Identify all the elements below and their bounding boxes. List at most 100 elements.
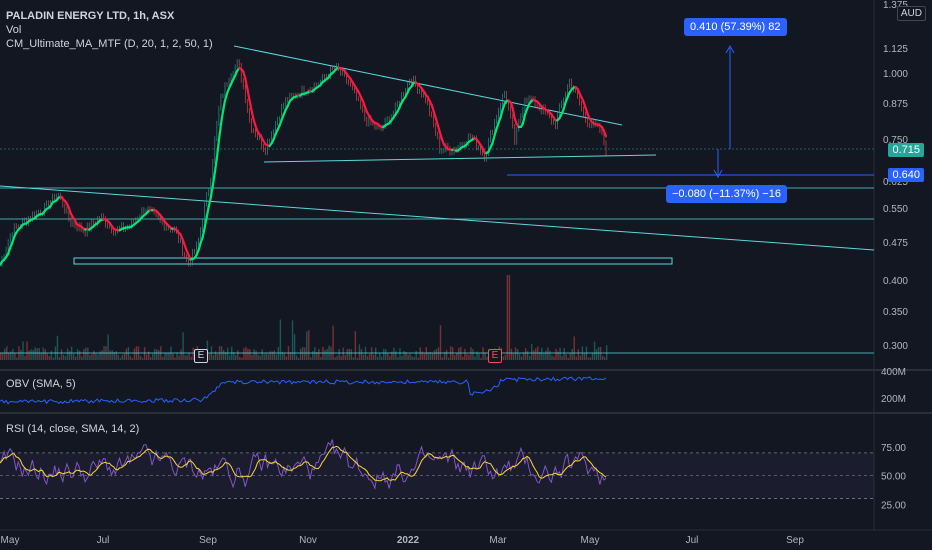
- currency-badge[interactable]: AUD: [896, 6, 926, 21]
- volume-bar: [332, 325, 334, 360]
- price-tick-label: 0.400: [883, 276, 908, 287]
- volume-bar: [591, 352, 594, 360]
- volume-bar: [468, 355, 470, 360]
- ma-segment: [197, 241, 202, 252]
- volume-bar: [233, 352, 235, 360]
- volume-bar: [180, 349, 182, 360]
- volume-bar: [149, 357, 152, 360]
- volume-bar: [46, 353, 49, 360]
- volume-bar: [143, 347, 146, 360]
- volume-bar: [374, 347, 377, 360]
- volume-bar: [486, 356, 488, 360]
- volume-bar: [74, 356, 77, 360]
- volume-bar: [368, 354, 371, 360]
- volume-bar: [285, 356, 288, 360]
- volume-bar: [34, 347, 36, 360]
- time-tick-label: Sep: [786, 535, 804, 546]
- rsi-line: [0, 439, 607, 491]
- volume-bar: [229, 355, 231, 360]
- pane-divider: [0, 369, 932, 371]
- volume-bar: [553, 356, 555, 360]
- volume-bar: [504, 354, 507, 360]
- volume-bar: [336, 355, 338, 360]
- earnings-marker[interactable]: E: [194, 349, 208, 363]
- volume-bar: [239, 356, 241, 360]
- price-tick-label: 0.625: [883, 177, 908, 188]
- volume-bar: [569, 353, 571, 360]
- ma-segment: [602, 130, 608, 138]
- ma-segment: [244, 77, 249, 90]
- volume-bar: [531, 343, 533, 360]
- price-tick-label: 1.125: [883, 44, 908, 55]
- volume-bar: [518, 353, 521, 360]
- volume-bar: [456, 353, 458, 360]
- volume-bar: [48, 355, 51, 360]
- measure-up-arrowhead: [725, 44, 735, 54]
- volume-bar: [147, 351, 150, 360]
- ma-legend[interactable]: CM_Ultimate_MA_MTF (D, 20, 1, 2, 50, 1): [6, 38, 213, 50]
- time-tick-label: Jul: [686, 535, 699, 546]
- ma-segment: [499, 108, 504, 119]
- volume-bar: [413, 356, 415, 360]
- volume-bar: [539, 351, 541, 360]
- volume-bar: [557, 351, 559, 360]
- ma-segment: [250, 108, 255, 120]
- volume-bar: [441, 357, 444, 360]
- obv-legend[interactable]: OBV (SMA, 5): [6, 378, 76, 390]
- volume-bar: [226, 347, 229, 360]
- volume-bar: [589, 357, 592, 360]
- volume-bar: [352, 357, 355, 360]
- volume-bar: [387, 353, 389, 360]
- volume-bar: [549, 350, 551, 360]
- volume-bar: [326, 349, 328, 360]
- rsi-legend[interactable]: RSI (14, close, SMA, 14, 2): [6, 423, 140, 435]
- volume-bar: [89, 355, 91, 360]
- ma-segment: [203, 215, 208, 229]
- volume-bar: [235, 354, 237, 360]
- ma-segment: [521, 113, 527, 125]
- volume-bar: [528, 355, 531, 360]
- volume-bar: [356, 357, 359, 360]
- volume-bar: [478, 353, 480, 360]
- volume-bar: [429, 351, 432, 360]
- earnings-marker-red[interactable]: E: [488, 349, 502, 363]
- volume-bar: [182, 332, 184, 360]
- volume-bar: [603, 356, 606, 360]
- rsi-band: [0, 452, 874, 499]
- volume-bar: [113, 351, 115, 360]
- volume-bar: [522, 352, 525, 360]
- volume-bar: [261, 349, 263, 360]
- volume-bar: [154, 348, 156, 360]
- target-price-tag: 0.640: [888, 168, 924, 182]
- rsi-tick-label: 50.00: [881, 472, 906, 483]
- volume-bar: [427, 352, 430, 360]
- measure-down-arrowhead: [713, 169, 723, 179]
- volume-bar: [547, 347, 549, 360]
- chart-title[interactable]: PALADIN ENERGY LTD, 1h, ASX: [6, 10, 175, 22]
- volume-bars: [0, 275, 608, 360]
- measure-up-label[interactable]: 0.410 (57.39%) 82: [684, 18, 787, 36]
- volume-legend[interactable]: Vol: [6, 24, 22, 36]
- volume-bar: [476, 351, 478, 360]
- measure-down-label[interactable]: −0.080 (−11.37%) −16: [666, 185, 787, 203]
- volume-bar: [314, 347, 316, 360]
- volume-bar: [358, 344, 361, 360]
- ma-segment: [215, 139, 220, 160]
- volume-bar: [407, 354, 409, 360]
- ma-segment: [201, 226, 206, 239]
- volume-bar: [520, 356, 523, 360]
- volume-bar: [385, 349, 387, 360]
- moving-average: [0, 66, 608, 266]
- volume-bar: [395, 351, 397, 360]
- volume-bar: [216, 354, 219, 360]
- volume-bar: [372, 354, 375, 360]
- volume-bar: [62, 354, 65, 360]
- volume-bar: [121, 354, 124, 360]
- volume-bar: [575, 356, 577, 360]
- volume-bar: [411, 356, 413, 360]
- volume-bar: [583, 353, 586, 360]
- volume-bar: [316, 352, 318, 360]
- ma-segment: [511, 107, 516, 120]
- ma-segment: [252, 117, 257, 127]
